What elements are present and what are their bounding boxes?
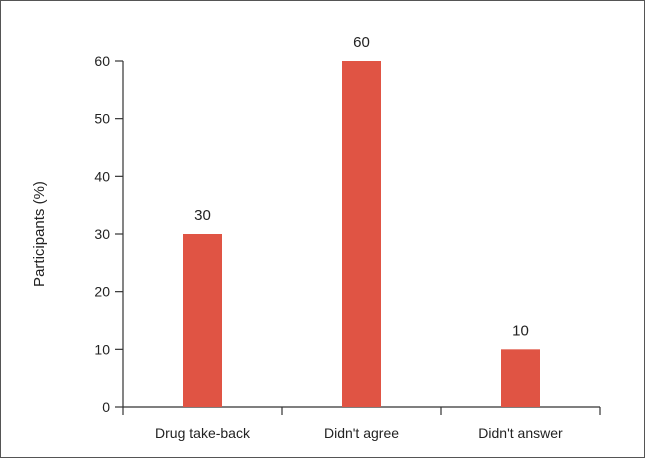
data-labels: 30 60 10 bbox=[194, 34, 529, 339]
x-tick-label: Didn't agree bbox=[324, 425, 399, 441]
data-label: 60 bbox=[353, 34, 370, 51]
bar bbox=[183, 234, 222, 407]
y-tick-label: 0 bbox=[102, 399, 110, 415]
y-axis: 0 10 20 30 40 50 60 bbox=[94, 53, 124, 415]
y-tick-label: 40 bbox=[94, 168, 110, 184]
bar bbox=[501, 349, 540, 407]
y-tick-label: 10 bbox=[94, 341, 110, 357]
y-tick-label: 60 bbox=[94, 53, 110, 69]
y-axis-title: Participants (%) bbox=[31, 181, 48, 287]
x-tick-label: Didn't answer bbox=[478, 425, 563, 441]
y-tick-label: 20 bbox=[94, 284, 110, 300]
bars bbox=[183, 61, 540, 407]
data-label: 10 bbox=[512, 322, 529, 339]
data-label: 30 bbox=[194, 207, 211, 224]
y-tick-label: 30 bbox=[94, 226, 110, 242]
x-tick-label: Drug take-back bbox=[155, 425, 251, 441]
y-tick-label: 50 bbox=[94, 111, 110, 127]
x-axis: Drug take-back Didn't agree Didn't answer bbox=[122, 406, 601, 441]
bar bbox=[342, 61, 381, 407]
